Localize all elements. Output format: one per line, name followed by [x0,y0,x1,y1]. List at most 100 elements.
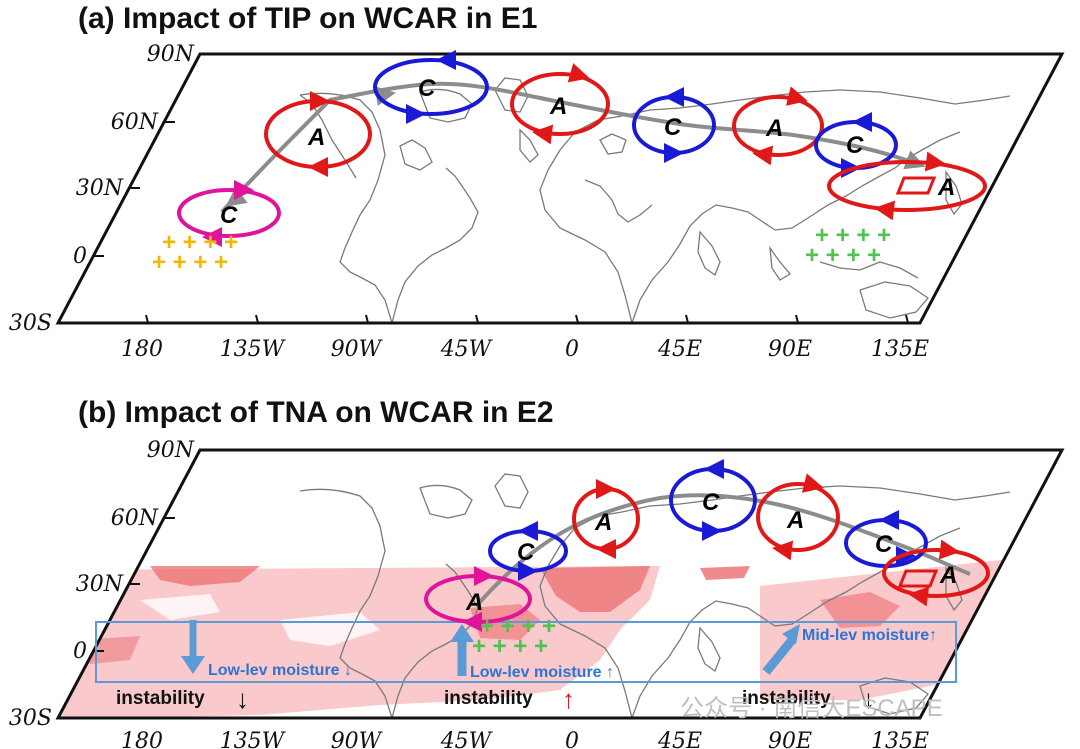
panel-b-lon-ticks: 180 135W 90W 45W 0 45E 90E 135E [121,729,929,749]
note-mid-lev-moisture: Mid-lev moisture↑ [802,627,937,644]
system-label: A [594,509,612,536]
wave-train-track [476,493,971,606]
lon-label: 90E [768,337,812,362]
panel-b-title: (b) Impact of TNA on WCAR in E2 [78,396,554,429]
system-label: A [939,562,957,589]
sst-plus-green: + + + + [472,633,548,660]
circulation-arrow [772,540,794,561]
panel-a-lat-ticks: 90N 60N 30N 0 30S [9,42,211,336]
sst-plus-green: + + + + [815,222,891,249]
lon-label: 135W [220,337,287,362]
panel-b-frame [55,448,1065,720]
instability-down-arrow-1: ↓ [236,684,249,714]
lon-label: 45W [440,337,494,362]
instability-down-arrow-2: ↓ [862,684,875,714]
system-a-red-3: A [882,539,990,607]
lon-label: 90E [768,729,812,749]
circulation-ellipse [177,188,281,238]
watermark: 公众号 · 南信大ESCAPE [680,695,943,722]
circulation-arrow [567,63,590,83]
lat-label: 30N [76,176,124,201]
system-a-red-3: A [732,86,824,166]
lat-label: 0 [73,639,87,664]
system-a-pink: A [424,566,532,632]
note-instability-1: instability [116,688,205,709]
lon-label: 0 [565,729,579,749]
lat-label: 90N [147,438,195,463]
lon-label: 0 [565,337,579,362]
circulation-ellipse [756,482,840,552]
system-label: C [517,539,535,566]
circulation-arrow [801,473,824,493]
circulation-ellipse [373,58,489,116]
lat-label: 30N [76,572,124,597]
moisture-region-box [95,621,957,683]
sst-plus-orange: + + + + [152,249,228,276]
circulation-arrow [924,151,946,172]
lon-label: 135W [220,729,287,749]
system-label: C [220,202,238,229]
circulation-ellipse [827,160,987,212]
panel-a: (a) Impact of TIP on WCAR in E1 [9,2,1065,362]
lat-label: 90N [147,42,195,67]
panel-b-lat-ticks: 90N 60N 30N 0 30S [9,438,211,731]
panel-a-coastlines [299,77,1011,323]
track-arrow [374,86,396,106]
system-c-blue-2: C [669,459,757,541]
circulation-arrow [874,200,896,221]
system-c-blue-2: C [632,87,716,163]
sst-plus-orange: + + + + [162,229,238,256]
moisture-arrow-head [782,624,800,644]
system-label: A [937,174,955,201]
system-label: C [702,489,720,516]
lon-label: 135E [871,729,929,749]
lon-label: 45E [657,337,702,362]
circulation-ellipse [510,72,610,136]
system-label: C [875,531,893,558]
lon-label: 45W [440,729,494,749]
lat-label: 30S [9,706,52,731]
circulation-arrow [785,86,808,106]
moisture-arrow-head [181,656,205,674]
system-label: A [549,93,567,120]
system-a-red-1: A [264,91,372,177]
note-instability-2: instability [444,688,533,709]
lon-label: 135E [871,337,929,362]
sst-plus-green: + + + + [805,242,881,269]
target-region-box [897,569,939,588]
moisture-arrow-head [450,624,474,642]
lon-label: 90W [331,337,384,362]
instability-up-arrow: ↑ [562,684,575,714]
system-label: C [664,114,682,141]
note-instability-3: instability [742,688,831,709]
panel-a-title: (a) Impact of TIP on WCAR in E1 [78,2,537,35]
system-c-blue-1: C [488,521,568,581]
circulation-arrow [752,145,774,166]
lon-label: 180 [121,337,163,362]
system-label: C [846,132,864,159]
moisture-arrow-diag [762,637,796,675]
lat-label: 0 [73,244,87,269]
system-a-red-2: A [756,473,840,561]
system-a-red-2: A [510,63,610,145]
system-label: A [786,507,804,534]
system-label: A [765,115,783,142]
lon-label: 180 [121,729,163,749]
note-low-lev-moisture-2: Low-lev moisture ↑ [470,664,614,681]
panel-a-lon-ticks: 180 135W 90W 45W 0 45E 90E 135E [121,314,929,362]
circulation-ellipse [882,548,990,598]
lat-label: 60N [111,110,159,135]
lat-label: 30S [9,311,52,336]
system-c-blue-1: C [373,50,489,124]
circulation-arrow [908,586,930,607]
lat-label: 60N [111,506,159,531]
circulation-ellipse [732,95,824,157]
note-low-lev-moisture-1: Low-lev moisture ↓ [208,662,352,679]
lon-label: 90W [331,729,384,749]
system-label: A [465,589,483,616]
system-c-pink: C [177,180,281,247]
system-a-red-1: A [572,479,640,559]
circulation-arrow [938,539,960,560]
target-region-box [895,176,937,195]
